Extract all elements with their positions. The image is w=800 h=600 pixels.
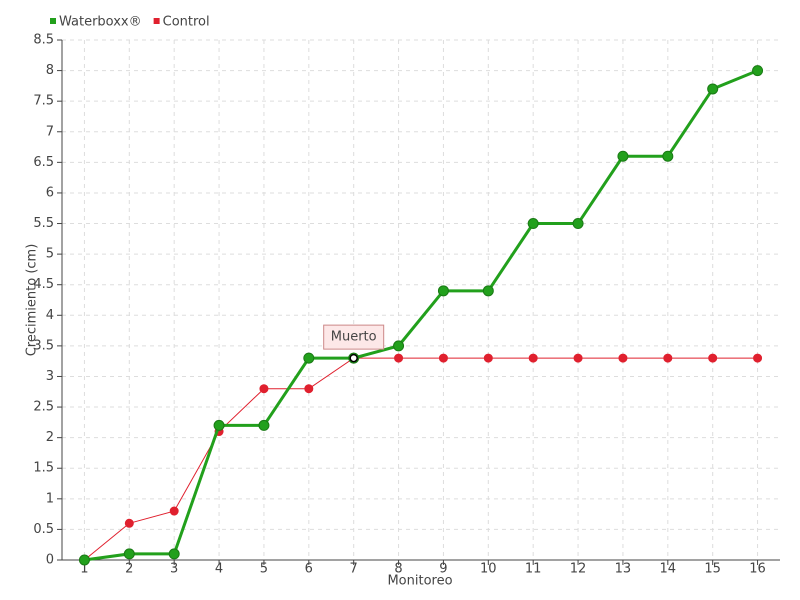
data-point — [662, 150, 674, 162]
data-point — [437, 285, 449, 297]
x-tick-label: 5 — [260, 562, 268, 577]
y-tick-label: 0.5 — [33, 522, 54, 537]
data-point — [707, 83, 719, 95]
y-tick-label: 2 — [46, 430, 54, 445]
y-tick-label: 6 — [46, 185, 54, 200]
y-tick-label: 3 — [46, 369, 54, 384]
y-tick-label: 8.5 — [33, 33, 54, 48]
data-point — [572, 218, 584, 230]
legend-swatch — [50, 18, 56, 24]
data-point — [394, 353, 404, 363]
x-tick-label: 2 — [125, 562, 133, 577]
data-point — [438, 353, 448, 363]
y-tick-label: 4.5 — [33, 277, 54, 292]
series-line — [84, 69, 759, 562]
data-point — [393, 340, 405, 352]
data-point — [213, 419, 225, 431]
data-point — [482, 285, 494, 297]
x-tick-label: 6 — [305, 562, 313, 577]
legend-swatch — [153, 18, 160, 24]
y-tick-label: 2.5 — [33, 400, 54, 415]
data-point — [303, 352, 315, 364]
data-point — [752, 65, 764, 77]
x-tick-label: 11 — [525, 562, 542, 577]
data-point — [78, 554, 90, 566]
x-tick-label: 9 — [439, 562, 447, 577]
y-axis-label: Crecimiento (cm) — [25, 244, 40, 357]
annotation-point — [349, 353, 358, 363]
annotation-box — [323, 324, 385, 350]
data-point — [527, 218, 539, 230]
legend-label: Waterboxx® — [59, 15, 142, 30]
data-point — [258, 419, 270, 431]
x-tick-label: 15 — [704, 562, 721, 577]
y-tick-label: 3.5 — [33, 338, 54, 353]
y-tick-label: 7 — [46, 124, 54, 139]
y-tick-label: 0 — [46, 553, 54, 568]
data-point — [168, 548, 180, 560]
x-tick-label: 10 — [480, 562, 497, 577]
annotation-text: Muerto — [331, 330, 377, 345]
data-point — [618, 353, 628, 363]
data-point — [617, 150, 629, 162]
legend-label: Control — [163, 15, 210, 30]
x-tick-label: 4 — [215, 562, 223, 577]
series-line — [84, 357, 758, 561]
x-tick-label: 16 — [749, 562, 766, 577]
x-tick-label: 3 — [170, 562, 178, 577]
data-point — [169, 506, 179, 516]
data-point — [259, 384, 269, 394]
data-point — [663, 353, 673, 363]
y-tick-label: 7.5 — [33, 94, 54, 109]
x-axis-label: Monitoreo — [387, 574, 452, 589]
x-tick-label: 7 — [350, 562, 358, 577]
data-point — [528, 353, 538, 363]
x-tick-label: 8 — [394, 562, 402, 577]
y-tick-label: 1.5 — [33, 461, 54, 476]
y-tick-label: 1 — [46, 491, 54, 506]
data-point — [753, 353, 763, 363]
y-tick-label: 5 — [46, 247, 54, 262]
data-point — [123, 548, 135, 560]
x-tick-label: 14 — [660, 562, 677, 577]
data-point — [304, 384, 314, 394]
x-tick-label: 13 — [615, 562, 632, 577]
y-tick-label: 5.5 — [33, 216, 54, 231]
y-tick-label: 8 — [46, 63, 54, 78]
data-point — [708, 353, 718, 363]
x-tick-label: 1 — [80, 562, 88, 577]
y-tick-label: 6.5 — [33, 155, 54, 170]
data-point — [124, 518, 134, 528]
x-tick-label: 12 — [570, 562, 587, 577]
y-tick-label: 4 — [46, 308, 54, 323]
data-point — [483, 353, 493, 363]
data-point — [573, 353, 583, 363]
